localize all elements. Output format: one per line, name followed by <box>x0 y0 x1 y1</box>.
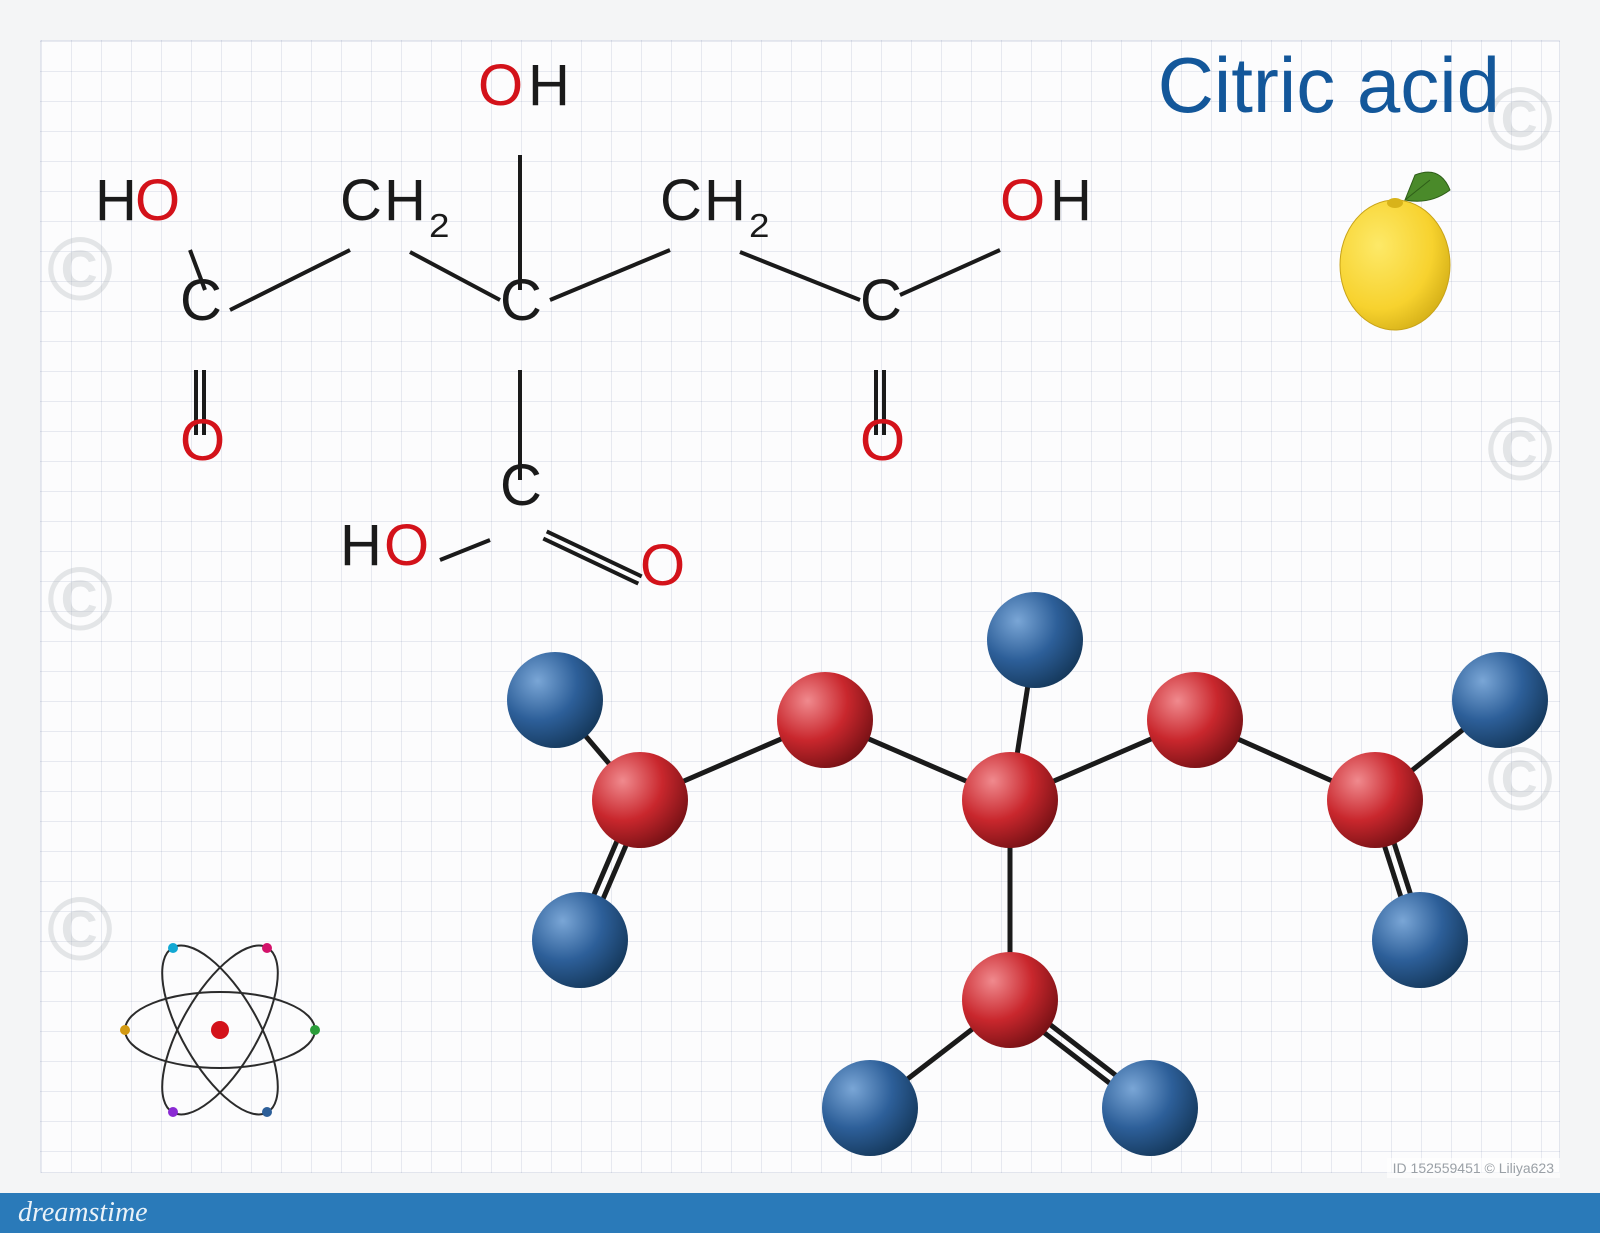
watermark-brand-text: dreamstime <box>18 1197 148 1229</box>
oxygen-atom-sphere <box>1372 892 1468 988</box>
carbon-atom-sphere <box>777 672 873 768</box>
carbon-atom-sphere <box>592 752 688 848</box>
carbon-atom-sphere <box>962 952 1058 1048</box>
watermark-id-text: ID 152559451 © Liliya623 <box>1387 1158 1560 1178</box>
carbon-atom-sphere <box>1327 752 1423 848</box>
oxygen-atom-sphere <box>1452 652 1548 748</box>
oxygen-atom-sphere <box>987 592 1083 688</box>
diagram-stage: © © © © © © Citric acid HOCOCH₂OHCCHOOCH… <box>0 0 1600 1233</box>
oxygen-atom-sphere <box>1102 1060 1198 1156</box>
atom-icon <box>110 920 330 1140</box>
bottom-bar: dreamstime <box>0 1193 1600 1233</box>
oxygen-atom-sphere <box>822 1060 918 1156</box>
carbon-atom-sphere <box>1147 672 1243 768</box>
carbon-atom-sphere <box>962 752 1058 848</box>
oxygen-atom-sphere <box>532 892 628 988</box>
oxygen-atom-sphere <box>507 652 603 748</box>
